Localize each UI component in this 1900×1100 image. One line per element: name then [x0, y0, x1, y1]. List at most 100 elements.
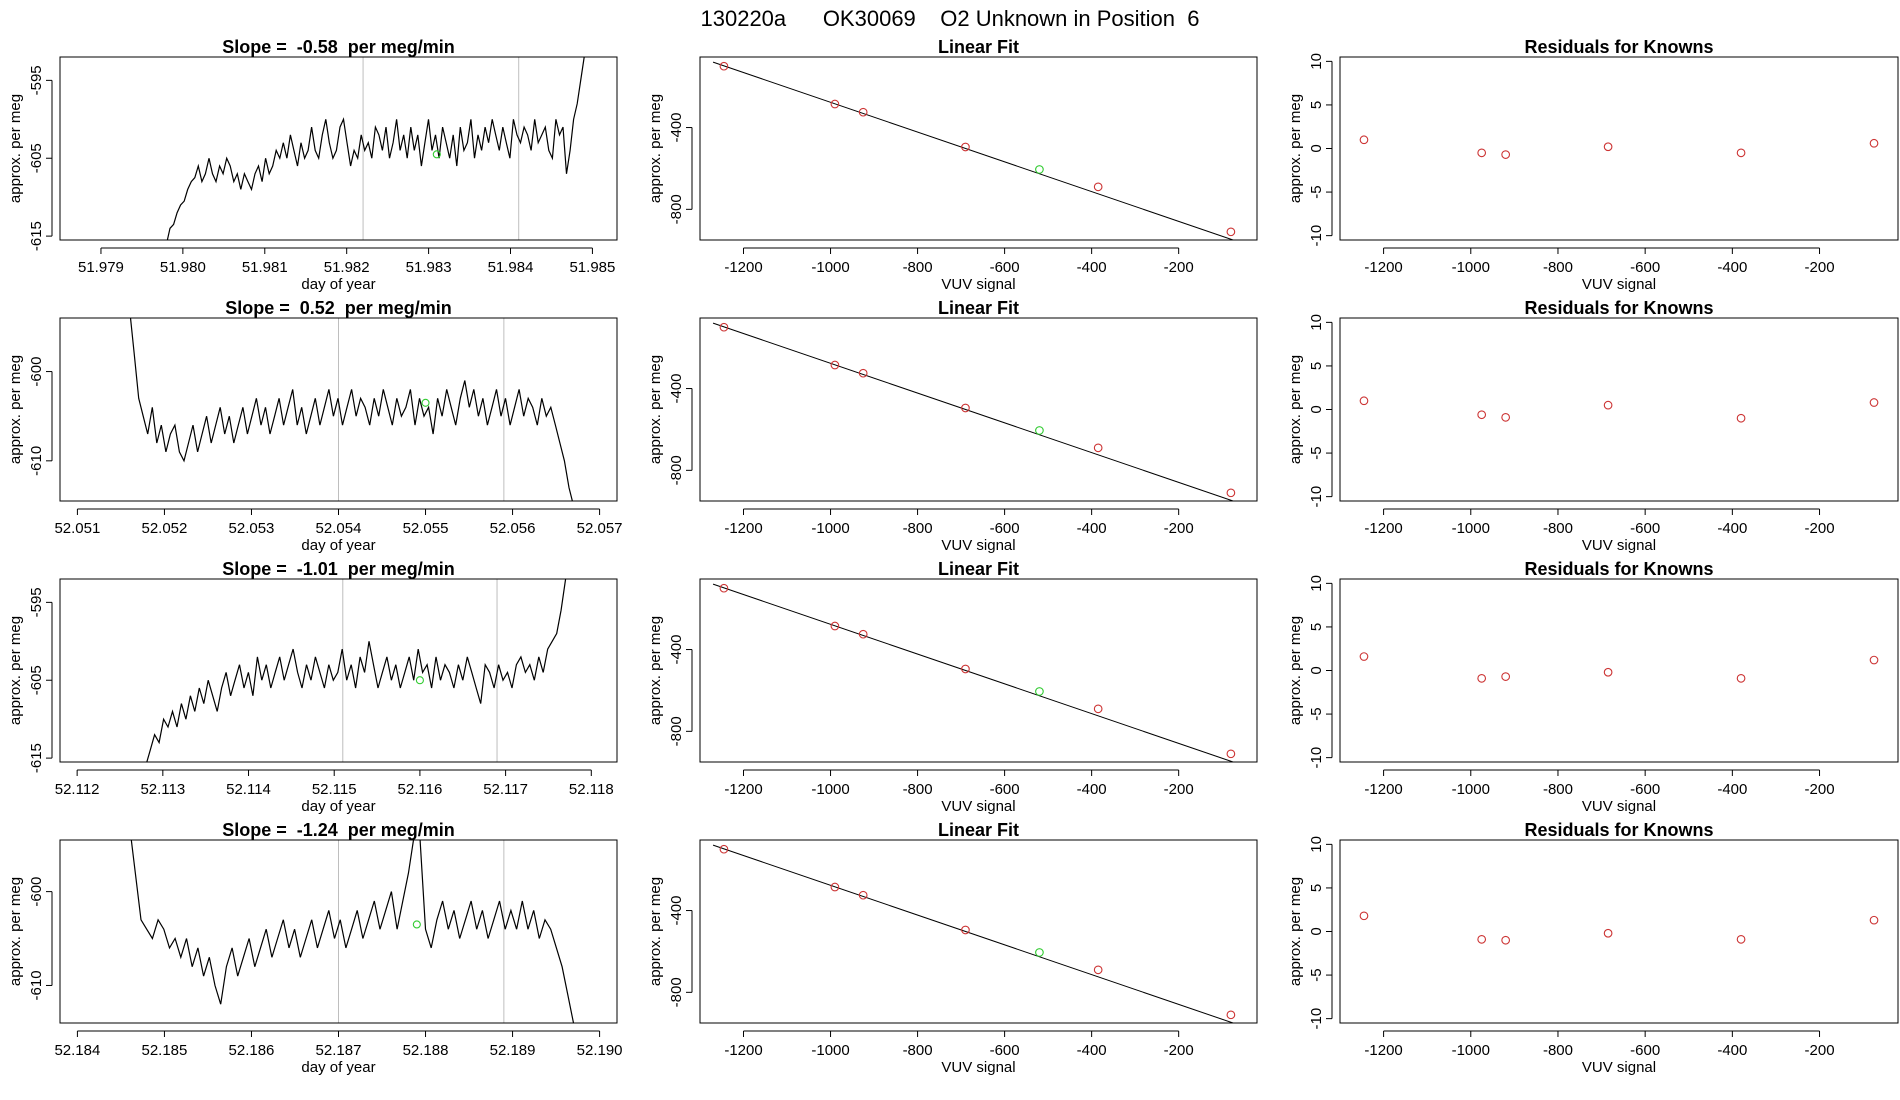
plot-area [166, 57, 585, 240]
x-tick-label: -800 [1543, 1042, 1573, 1059]
x-axis-label: VUV signal [941, 537, 1015, 554]
known-point [1603, 142, 1613, 152]
x-tick-label: -200 [1805, 259, 1835, 276]
x-axis-label: day of year [301, 276, 375, 293]
known-point [858, 368, 868, 378]
known-point [858, 890, 868, 900]
x-tick-label: -200 [1164, 1042, 1194, 1059]
x-tick-label: -200 [1805, 781, 1835, 798]
plot-area [712, 844, 1236, 1023]
known-point [1501, 672, 1511, 681]
y-tick-label: 5 [1308, 623, 1325, 631]
y-axis-label: approx. per meg [1287, 616, 1304, 725]
known-point [1093, 965, 1103, 975]
x-tick-label: 52.115 [312, 781, 357, 798]
y-axis-label: approx. per meg [647, 355, 664, 464]
x-tick-label: -600 [1630, 520, 1660, 537]
y-tick-label: 10 [1308, 314, 1325, 331]
known-point [1736, 934, 1746, 944]
x-tick-label: -200 [1164, 520, 1194, 537]
series-line [146, 579, 567, 762]
known-point [1359, 652, 1369, 661]
x-tick-label: 52.113 [140, 781, 185, 798]
x-axis-label: VUV signal [1582, 276, 1656, 293]
y-tick-label: -800 [668, 977, 685, 1007]
x-tick-label: -400 [1717, 781, 1747, 798]
x-tick-label: -200 [1805, 1042, 1835, 1059]
panel-title: Linear Fit [938, 559, 1019, 579]
y-tick-label: -600 [28, 877, 45, 907]
known-point [961, 925, 970, 935]
series-line [166, 57, 585, 240]
x-axis-label: VUV signal [1582, 1059, 1656, 1076]
fit-line [712, 322, 1234, 501]
y-tick-label: -5 [1308, 968, 1325, 981]
y-tick-label: 5 [1308, 884, 1325, 892]
known-point [1501, 412, 1511, 422]
plot-area [146, 579, 567, 762]
panel-title: Residuals for Knowns [1524, 298, 1713, 318]
panel-title: Linear Fit [938, 298, 1019, 318]
x-tick-label: 52.188 [403, 1042, 449, 1059]
plot-frame [1339, 56, 1899, 241]
x-axis-label: VUV signal [941, 798, 1015, 815]
x-tick-label: 52.112 [55, 781, 100, 798]
y-tick-label: -610 [28, 970, 45, 1000]
series-line [130, 840, 575, 1023]
y-axis-label: approx. per meg [1287, 94, 1304, 203]
plot-frame [59, 317, 618, 502]
known-point [1603, 667, 1613, 677]
x-tick-label: -400 [1717, 259, 1747, 276]
x-tick-label: -200 [1164, 259, 1194, 276]
x-tick-label: 51.985 [569, 259, 615, 276]
known-point [1359, 396, 1369, 406]
plot-frame [59, 578, 618, 763]
unknown-point [1035, 948, 1044, 957]
known-point [961, 664, 970, 674]
x-tick-label: -1000 [1452, 1042, 1490, 1059]
y-tick-label: -605 [28, 665, 45, 695]
known-point [1603, 400, 1613, 410]
x-tick-label: -1000 [1452, 520, 1490, 537]
plot-area [712, 583, 1236, 762]
chart-panel-fit-row-2: Linear Fit -1200 -1000 -800 -600 -400 -200 VUV … [647, 298, 1258, 554]
x-axis-label: day of year [301, 798, 375, 815]
y-tick-label: 10 [1308, 53, 1325, 70]
panel-title: Residuals for Knowns [1524, 559, 1713, 579]
x-tick-label: 52.187 [316, 1042, 362, 1059]
series-line [129, 318, 573, 501]
chart-panel-resid-row-2: Residuals for Knowns -1200 -1000 -800 -600 -4… [1287, 298, 1899, 554]
x-tick-label: 51.982 [324, 259, 370, 276]
panel-title: Slope = -1.24 per meg/min [222, 820, 455, 840]
x-axis-label: VUV signal [1582, 798, 1656, 815]
y-tick-label: 5 [1308, 362, 1325, 370]
x-tick-label: 51.979 [78, 259, 124, 276]
x-tick-label: -1200 [1364, 1042, 1402, 1059]
x-tick-label: -1200 [1364, 781, 1402, 798]
chart-panel-fit-row-1: Linear Fit -1200 -1000 -800 -600 -400 -200 VUV … [647, 37, 1258, 293]
x-tick-label: 52.054 [316, 520, 362, 537]
known-point [1477, 410, 1487, 420]
unknown-point [1035, 426, 1044, 435]
y-tick-label: 5 [1308, 101, 1325, 109]
y-tick-label: 10 [1308, 575, 1325, 592]
plot-frame [59, 839, 618, 1024]
x-tick-label: 51.984 [488, 259, 534, 276]
known-point [1501, 935, 1511, 945]
y-tick-label: 0 [1308, 666, 1325, 674]
chart-panel-fit-row-4: Linear Fit -1200 -1000 -800 -600 -400 -200 VUV … [647, 820, 1258, 1076]
figure-title: 130220a OK30069 O2 Unknown in Position 6 [701, 6, 1200, 31]
chart-panel-resid-row-3: Residuals for Knowns -1200 -1000 -800 -600 -4… [1287, 559, 1899, 815]
known-point [1226, 1010, 1236, 1020]
x-tick-label: -600 [990, 259, 1020, 276]
y-tick-label: -800 [668, 716, 685, 746]
y-tick-label: -5 [1308, 707, 1325, 720]
known-point [1359, 911, 1369, 921]
x-tick-label: -600 [990, 1042, 1020, 1059]
x-tick-label: -1000 [811, 1042, 849, 1059]
chart-panel-time-row-2: Slope = 0.52 per meg/min 52.051 52.052 52.0… [7, 298, 623, 554]
x-tick-label: 52.056 [490, 520, 536, 537]
x-tick-label: 52.185 [141, 1042, 187, 1059]
plot-frame [699, 56, 1258, 241]
x-tick-label: -1000 [1452, 781, 1490, 798]
